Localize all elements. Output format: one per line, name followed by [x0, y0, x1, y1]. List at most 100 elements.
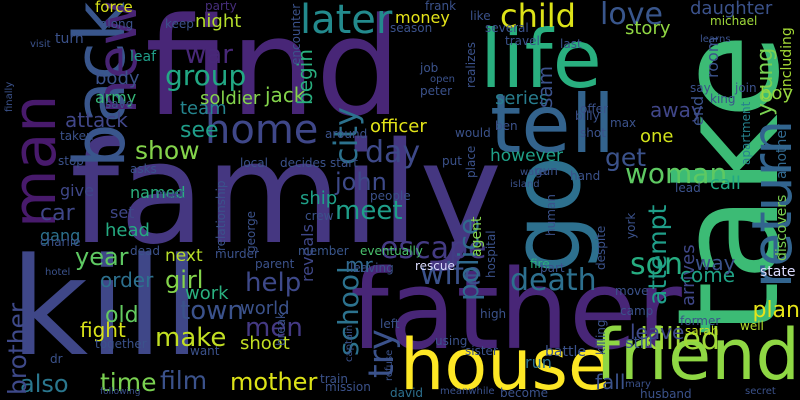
- word-put: put: [442, 154, 462, 168]
- word-apartment: apartment: [739, 101, 753, 165]
- word-discovers: discovers: [774, 194, 790, 261]
- word-former: former: [680, 314, 721, 328]
- word-give: give: [60, 181, 94, 200]
- word-hand: hand: [570, 169, 601, 183]
- word-leave: leave: [630, 320, 685, 344]
- word-well: well: [740, 319, 764, 333]
- word-state: state: [760, 264, 796, 280]
- word-day: day: [365, 135, 421, 170]
- word-secret: secret: [745, 386, 776, 397]
- word-fight: fight: [80, 318, 126, 342]
- word-relationship: relationship: [214, 180, 228, 252]
- word-attack: attack: [65, 108, 128, 132]
- word-island: island: [510, 179, 540, 190]
- word-following: following: [100, 387, 141, 397]
- word-house: house: [400, 324, 612, 400]
- word-rescue: rescue: [415, 259, 455, 273]
- word-season: season: [390, 21, 433, 35]
- word-using: using: [435, 334, 468, 348]
- word-parent: parent: [255, 257, 295, 271]
- word-jack: jack: [265, 83, 306, 107]
- word-king: king: [710, 92, 736, 106]
- word-york: york: [624, 212, 638, 239]
- word-killing: killing: [594, 319, 608, 356]
- word-peter: peter: [420, 84, 453, 98]
- word-must: must: [155, 187, 186, 201]
- word-leaf: leaf: [130, 49, 157, 65]
- word-charlie: charlie: [40, 235, 81, 249]
- word-still: still: [625, 333, 653, 352]
- word-turn: turn: [55, 31, 84, 47]
- word-job: job: [420, 61, 439, 75]
- word-series: series: [495, 88, 549, 109]
- word-husband: husband: [640, 387, 692, 400]
- word-save: save: [105, 97, 134, 111]
- word-end: end: [688, 95, 707, 126]
- word-open: open: [430, 74, 455, 85]
- word-around: around: [325, 127, 368, 141]
- word-david: david: [390, 386, 424, 400]
- word-agent: agent: [469, 216, 485, 257]
- word-despite: despite: [594, 226, 608, 271]
- word-way: way: [695, 251, 736, 275]
- word-boy: boy: [760, 83, 794, 104]
- word-plan: plan: [752, 298, 800, 323]
- word-year: year: [75, 243, 129, 271]
- word-home: home: [205, 107, 319, 153]
- word-several: several: [485, 21, 529, 35]
- word-see: see: [180, 118, 219, 143]
- word-george: george: [244, 211, 258, 254]
- word-travel: travel: [505, 34, 540, 48]
- word-break: break: [274, 312, 288, 346]
- word-come: come: [680, 263, 736, 287]
- word-sarah: sarah: [685, 324, 719, 338]
- word-ship: ship: [300, 188, 338, 209]
- word-night: night: [195, 11, 242, 32]
- word-war: war: [185, 40, 233, 70]
- word-gun: gun: [535, 164, 558, 178]
- word-finally: finally: [4, 81, 15, 112]
- word-dr: dr: [50, 352, 63, 366]
- word-realizes: realizes: [464, 41, 478, 88]
- word-meanwhile: meanwhile: [440, 386, 495, 397]
- word-eventually: eventually: [360, 244, 423, 258]
- word-frank: frank: [425, 0, 457, 13]
- word-wife: wife: [420, 257, 482, 292]
- word-men: men: [245, 313, 303, 343]
- word-visit: visit: [30, 39, 51, 50]
- word-murder: murder: [215, 247, 259, 261]
- word-death: death: [510, 263, 597, 298]
- word-tell: tell: [490, 78, 616, 171]
- word-later: later: [300, 0, 393, 43]
- word-film: film: [160, 366, 208, 395]
- word-along: along: [100, 17, 134, 31]
- word-place: place: [464, 145, 478, 178]
- word-money: money: [395, 8, 450, 27]
- word-train: train: [320, 372, 348, 386]
- word-battle: battle: [545, 344, 586, 360]
- word-part: part: [540, 261, 565, 275]
- word-shoot: shoot: [240, 333, 290, 354]
- word-mary: mary: [625, 379, 651, 390]
- word-party: party: [205, 0, 237, 13]
- word-daughter: daughter: [690, 0, 773, 19]
- word-billy: billy: [575, 109, 600, 123]
- word-officer: officer: [370, 116, 427, 137]
- word-hotel: hotel: [45, 267, 71, 278]
- word-including: including: [779, 26, 795, 91]
- word-people: people: [370, 189, 411, 203]
- word-army: army: [95, 88, 137, 107]
- word-another: another: [774, 124, 790, 179]
- word-like: like: [470, 9, 491, 23]
- word-next: next: [165, 246, 203, 266]
- word-call: call: [710, 173, 741, 194]
- word-killed: killed: [640, 322, 720, 357]
- word-force: force: [95, 0, 133, 16]
- word-old: old: [105, 303, 139, 328]
- word-work: work: [185, 283, 229, 304]
- word-crew: crew: [305, 209, 334, 223]
- word-offer: offer: [580, 102, 608, 116]
- word-last: last: [560, 37, 582, 51]
- word-michael: michael: [710, 14, 758, 28]
- word-meet: meet: [335, 196, 403, 226]
